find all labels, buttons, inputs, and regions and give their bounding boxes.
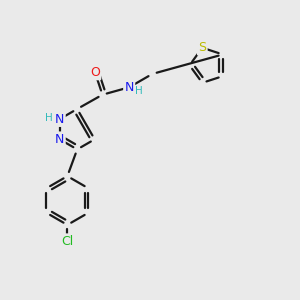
Text: S: S [198, 41, 206, 54]
Text: H: H [135, 86, 142, 96]
Text: H: H [44, 112, 52, 123]
Text: Cl: Cl [61, 235, 74, 248]
Text: N: N [55, 112, 64, 126]
Text: O: O [90, 66, 100, 79]
Text: N: N [124, 81, 134, 94]
Text: N: N [55, 133, 64, 146]
